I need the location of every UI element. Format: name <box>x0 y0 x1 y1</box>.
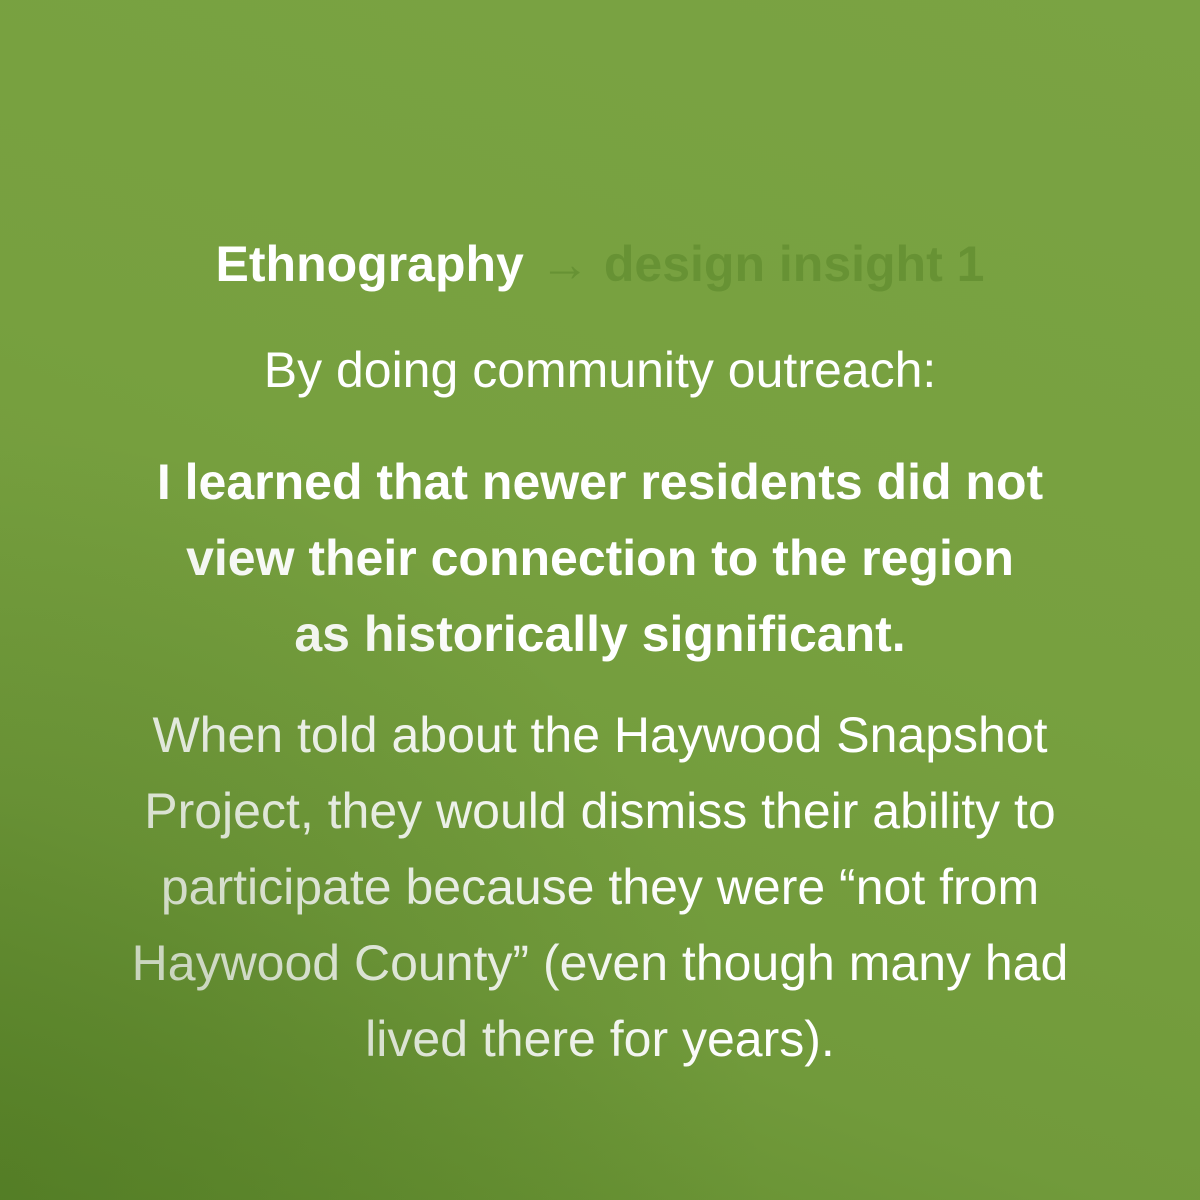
detail-line: Haywood County” (even though many had <box>131 935 1069 991</box>
slide-heading: Ethnography → design insight 1 <box>0 232 1200 296</box>
detail-line: lived there for years). <box>365 1011 835 1067</box>
heading-primary: Ethnography <box>215 236 524 292</box>
right-arrow-icon: → <box>539 236 590 292</box>
finding-line: I learned that newer residents did not <box>156 454 1044 510</box>
detail-paragraph: When told about the Haywood Snapshot Pro… <box>0 697 1200 1077</box>
key-finding: I learned that newer residents did not v… <box>0 444 1200 672</box>
finding-line: as historically significant. <box>294 606 906 662</box>
detail-line: participate because they were “not from <box>160 859 1040 915</box>
finding-line: view their connection to the region <box>186 530 1014 586</box>
detail-line: Project, they would dismiss their abilit… <box>144 783 1056 839</box>
heading-secondary: design insight 1 <box>603 236 985 292</box>
detail-line: When told about the Haywood Snapshot <box>152 707 1048 763</box>
intro-text: By doing community outreach: <box>263 342 937 398</box>
